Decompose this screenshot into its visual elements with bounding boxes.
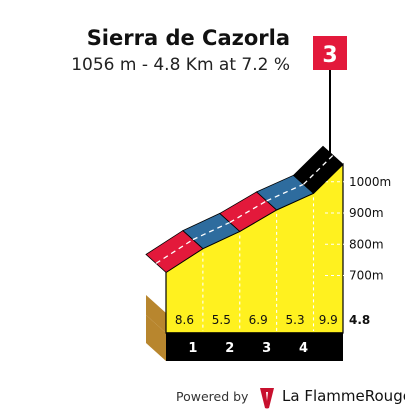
- band-centre-dashes: [192, 221, 231, 241]
- base-side-brown: [146, 315, 166, 361]
- km-marker-label: 2: [225, 341, 234, 356]
- footer: [0, 386, 405, 410]
- climb-subtitle: 1056 m - 4.8 Km at 7.2 %: [71, 55, 290, 75]
- gradient-band-layer: [145, 145, 344, 273]
- gradient-label: 6.9: [249, 313, 268, 327]
- profile-label-layer: 700m 800m 900m 1000m 8.6 5.5 6.9 5.3 9.9 1 2 3 4 4.8: [175, 175, 391, 356]
- brand-name: La FlammeRouge: [282, 387, 405, 405]
- elevation-tick-label: 700m: [349, 269, 384, 283]
- band-centre-dashes: [303, 154, 334, 185]
- gradient-label: 5.5: [212, 313, 231, 327]
- elevation-tick-label: 800m: [349, 237, 384, 251]
- profile-side-layer: [146, 295, 166, 333]
- total-distance-label: 4.8: [349, 313, 370, 327]
- flag-cloth: [313, 36, 347, 70]
- base-front-black: [166, 333, 343, 361]
- km-marker-label: 4: [299, 341, 308, 356]
- flamme-rouge-logo-icon: [260, 388, 274, 409]
- band-centre-dashes: [155, 239, 194, 264]
- elevation-tick-label: 900m: [349, 206, 384, 220]
- base-side-upper-brown: [146, 295, 166, 333]
- profile-base-layer: [146, 315, 343, 361]
- band-centre-dashes: [229, 200, 267, 223]
- profile-grid-layer: [202, 181, 347, 331]
- gradient-label: 9.9: [319, 313, 338, 327]
- gradient-label: 8.6: [175, 313, 194, 327]
- gradient-label: 5.3: [286, 313, 305, 327]
- summit-flag: 3: [313, 36, 347, 155]
- elevation-tick-label: 1000m: [349, 175, 391, 189]
- powered-by-label: Powered by: [176, 389, 249, 404]
- band-centre-dashes: [266, 183, 304, 202]
- climb-title: Sierra de Cazorla: [86, 26, 290, 50]
- km-marker-label: 1: [188, 341, 197, 356]
- flag-category-label: 3: [322, 43, 337, 68]
- km-marker-label: 3: [262, 341, 271, 356]
